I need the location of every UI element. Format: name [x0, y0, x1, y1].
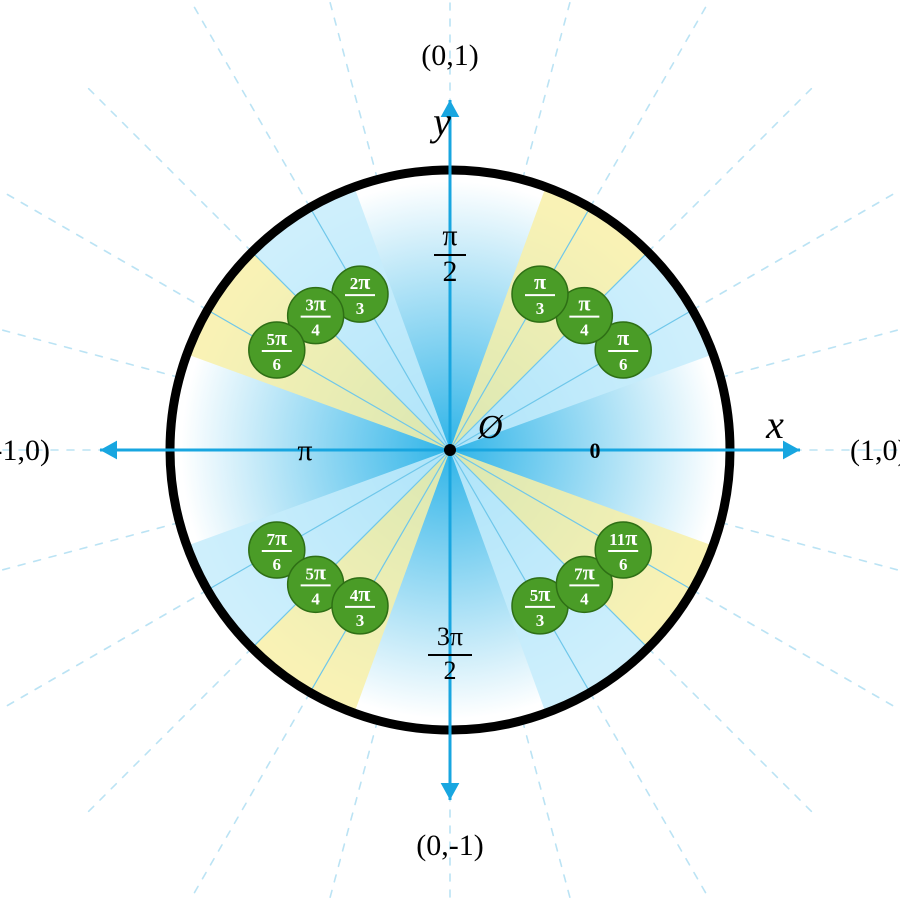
medallion-denominator: 3	[536, 611, 545, 630]
coord-top: (0,1)	[421, 39, 478, 72]
three-pi-over-2-num: 3π	[437, 622, 463, 651]
medallion-denominator: 6	[619, 355, 628, 374]
y-var: y	[429, 99, 451, 144]
pi-over-2-num: π	[442, 219, 457, 252]
medallion-denominator: 4	[311, 321, 320, 340]
pi-label: π	[297, 434, 312, 467]
three-pi-over-2-den: 2	[444, 656, 457, 685]
medallion-denominator: 4	[580, 589, 589, 608]
medallion: 11π6	[595, 522, 651, 578]
medallion-denominator: 6	[273, 555, 282, 574]
medallion: π3	[512, 266, 568, 322]
medallion-numerator: π	[534, 269, 546, 294]
medallion-denominator: 4	[580, 321, 589, 340]
medallion-denominator: 6	[273, 355, 282, 374]
origin-label: Ø	[477, 409, 504, 446]
zero-label: 0	[590, 438, 601, 463]
origin-dot	[444, 444, 456, 456]
medallion-denominator: 4	[311, 589, 320, 608]
medallion-denominator: 6	[619, 555, 628, 574]
medallion: 5π6	[249, 322, 305, 378]
unit-circle-diagram: (1,0)(-1,0)(0,1)(0,-1)xyØ0ππ23π2π6π4π32π…	[0, 0, 900, 900]
coord-bottom: (0,-1)	[416, 829, 483, 862]
medallion: 4π3	[332, 578, 388, 634]
medallion-numerator: π	[617, 325, 629, 350]
medallion-numerator: π	[578, 291, 590, 316]
coord-left: (-1,0)	[0, 434, 50, 467]
medallion-denominator: 3	[356, 299, 365, 318]
coord-right: (1,0)	[850, 434, 900, 467]
x-var: x	[765, 402, 784, 447]
medallion-denominator: 3	[356, 611, 365, 630]
pi-over-2-den: 2	[443, 255, 458, 288]
medallion-denominator: 3	[536, 299, 545, 318]
